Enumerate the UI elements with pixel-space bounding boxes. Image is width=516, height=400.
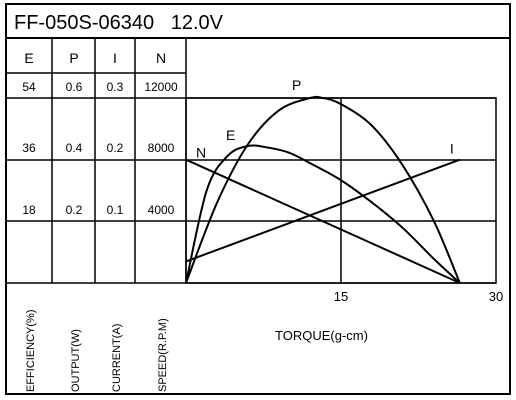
y-tick-label: 4000 [148,203,175,217]
chart-frame [5,3,511,395]
axis-header-e: E [24,50,33,66]
y-tick-label: 0.2 [107,141,124,155]
axis-header-i: I [113,50,117,66]
series-n-line [185,158,461,284]
x-axis-title: TORQUE(g-cm) [275,328,368,343]
axis-title-p: OUTPUT(W) [70,329,82,392]
y-tick-label: 0.1 [107,203,124,217]
axis-header-n: N [156,50,166,66]
axis-header-p: P [69,50,78,66]
series-layer [185,95,461,284]
tick-layer: E 54 36 18 P 0.6 0.4 0.2 I 0.3 0.2 0.1 N 12000 8000 400… [22,50,503,304]
series-e-line [185,144,461,284]
y-tick-label: 18 [22,203,36,217]
y-tick-label: 12000 [144,80,178,94]
series-label-i: I [450,141,454,157]
x-tick-label: 30 [489,289,503,304]
y-tick-label: 0.4 [66,141,83,155]
series-label-n: N [196,145,206,161]
y-tick-label: 0.6 [66,80,83,94]
y-tick-label: 0.3 [107,80,124,94]
y-tick-label: 8000 [148,141,175,155]
chart-title: FF-050S-06340 12.0V [14,12,224,34]
y-tick-label: 54 [22,80,36,94]
label-layer: EFFICIENCY(%) OUTPUT(W) CURRENT(A) SPEED(R.… [25,77,454,392]
series-label-p: P [292,77,301,93]
series-i-line [185,158,461,263]
y-tick-label: 36 [22,141,36,155]
series-p-line [185,95,461,284]
x-tick-label: 15 [334,289,348,304]
axis-title-e: EFFICIENCY(%) [25,310,37,393]
axis-title-i: CURRENT(A) [111,324,123,392]
grid-layer [6,97,496,283]
series-label-e: E [226,127,235,143]
y-tick-label: 0.2 [66,203,83,217]
axis-title-n: SPEED(R.P.M) [157,318,169,392]
